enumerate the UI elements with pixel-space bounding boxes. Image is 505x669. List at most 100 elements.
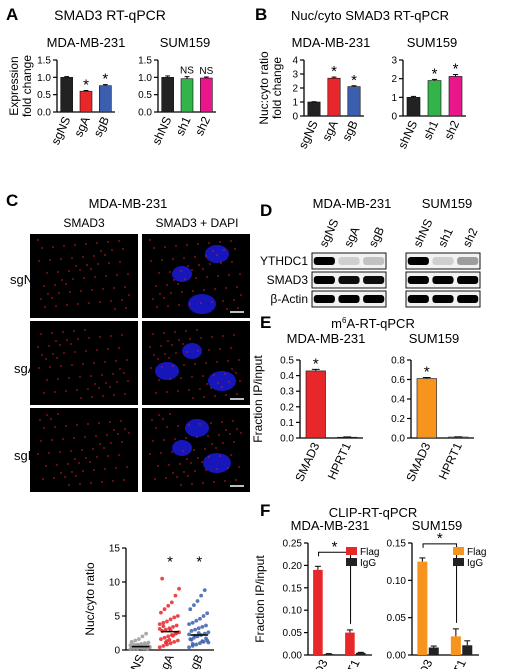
- micro-smad3-dot: [233, 441, 235, 443]
- panel-letter-b: B: [255, 5, 267, 24]
- micro-smad3-dot: [115, 360, 117, 362]
- C-point-sgA: [161, 644, 166, 648]
- micro-smad3-dot: [166, 426, 168, 428]
- micro-smad3-dot: [180, 484, 182, 486]
- micro-smad3-dot: [120, 420, 122, 422]
- micro-smad3-dot: [201, 461, 203, 463]
- micro-smad3-dot: [171, 451, 173, 453]
- blot-band-SMAD3: [338, 276, 360, 284]
- micro-smad3-dot: [91, 396, 93, 398]
- micro-smad3-dot: [79, 483, 81, 485]
- micro-smad3-dot: [112, 373, 114, 375]
- micro-smad3-dot: [48, 452, 50, 454]
- micro-smad3-dot: [236, 428, 238, 430]
- micro-smad3-dot: [189, 338, 191, 340]
- micro-smad3-dot: [192, 290, 194, 292]
- C-point-sgB: [191, 603, 196, 608]
- micro-smad3-dot: [84, 436, 86, 438]
- micro-smad3-dot: [90, 268, 92, 270]
- micro-smad3-dot: [159, 293, 161, 295]
- C-point-sgNS: [146, 640, 151, 645]
- micro-smad3-dot: [117, 433, 119, 435]
- micro-smad3-dot: [226, 308, 228, 310]
- micro-smad3-dot: [125, 307, 127, 309]
- panel-letter-d: D: [260, 201, 272, 220]
- micro-smad3-dot: [211, 301, 213, 303]
- blot-band-YTHDC1: [457, 257, 479, 265]
- micro-smad3-dot: [121, 299, 123, 301]
- micro-smad3-dot: [110, 442, 112, 444]
- micro-smad3-dot: [187, 265, 189, 267]
- micro-smad3-dot: [214, 288, 216, 290]
- micro-smad3-dot: [177, 390, 179, 392]
- micro-smad3-dot: [172, 365, 174, 367]
- micro-smad3-dot: [203, 289, 205, 291]
- A2-xtick-sh1: sh1: [173, 114, 194, 138]
- micro-smad3-dot: [79, 269, 81, 271]
- C-point-sgA: [165, 619, 169, 624]
- micro-smad3-dot: [105, 275, 107, 277]
- C-point-sgB: [190, 620, 195, 625]
- micro-smad3-dot: [237, 307, 239, 309]
- panel-letter-e: E: [260, 313, 271, 332]
- C-point-sgB: [194, 618, 199, 623]
- micro-smad3-dot: [127, 273, 129, 275]
- C-ytick-label: 10: [109, 578, 121, 589]
- micro-smad3-dot: [51, 439, 53, 441]
- E1-ytick-label: 0.4: [280, 371, 294, 382]
- F2-xtick-HPRT1: HPRT1: [440, 657, 469, 669]
- C-point-sgA: [162, 635, 167, 640]
- micro-smad3-dot: [222, 442, 224, 444]
- micro-smad3-dot: [214, 395, 216, 397]
- micro-smad3-dot: [188, 389, 190, 391]
- micro-smad3-dot: [205, 255, 207, 257]
- micro-smad3-dot: [167, 340, 169, 342]
- micro-smad3-dot: [239, 380, 241, 382]
- micro-smad3-dot: [56, 357, 58, 359]
- B2-annot-sh1: *: [432, 65, 438, 82]
- micro-smad3-dot: [200, 337, 202, 339]
- panel-letter-a: A: [6, 5, 18, 24]
- micro-smad3-dot: [202, 375, 204, 377]
- B1-xtick-sgA: sgA: [319, 118, 340, 143]
- chart-A2: 0.0 0.5 1.0 1.5 SUM159 shNS NS sh1 NS sh2: [138, 35, 216, 147]
- micro-smad3-dot: [224, 373, 226, 375]
- micro-smad3-dot: [68, 270, 70, 272]
- micro-smad3-dot: [38, 260, 40, 262]
- micro-smad3-dot: [228, 274, 230, 276]
- micro-smad3-dot: [227, 360, 229, 362]
- C-point-sgA: [171, 633, 175, 638]
- B1-ytick-label: 0: [292, 112, 298, 123]
- micro-smad3-dot: [116, 274, 118, 276]
- micro-smad3-dot: [50, 418, 52, 420]
- blot-band-β-Actin: [338, 295, 360, 303]
- E1-ytick-label: 0.0: [280, 434, 294, 445]
- F1-ytick-label: 0.25: [283, 539, 303, 550]
- micro-smad3-dot: [87, 423, 89, 425]
- micro-smad3-dot: [111, 249, 113, 251]
- micro-smad3-dot: [179, 463, 181, 465]
- micro-smad3-dot: [216, 254, 218, 256]
- panel-letter-c: C: [6, 191, 18, 210]
- F2-sig-bracket: [422, 543, 458, 623]
- micro-smad3-dot: [175, 245, 177, 247]
- micro-smad3-dot: [163, 439, 165, 441]
- micro-smad3-dot: [236, 286, 238, 288]
- C-point-sgB: [206, 630, 211, 635]
- micro-smad3-dot: [150, 367, 152, 369]
- A1-ytick-label: 1.5: [37, 56, 51, 67]
- blot-lane-sgA: sgA: [341, 225, 362, 250]
- micro-smad3-dot: [161, 366, 163, 368]
- micro-smad3-dot: [73, 437, 75, 439]
- micro-smad3-dot: [113, 394, 115, 396]
- micro-smad3-dot: [96, 456, 98, 458]
- C-point-sgA: [171, 624, 175, 629]
- A1-xtick-sgA: sgA: [71, 114, 92, 139]
- panel-e-title-sup: 6: [342, 316, 347, 325]
- micro-smad3-dot: [231, 261, 233, 263]
- micro-smad3-dot: [152, 440, 154, 442]
- micro-smad3-dot: [163, 297, 165, 299]
- C-point-sgA: [169, 600, 174, 605]
- F2-bar-SMAD3-IgG: [428, 647, 439, 655]
